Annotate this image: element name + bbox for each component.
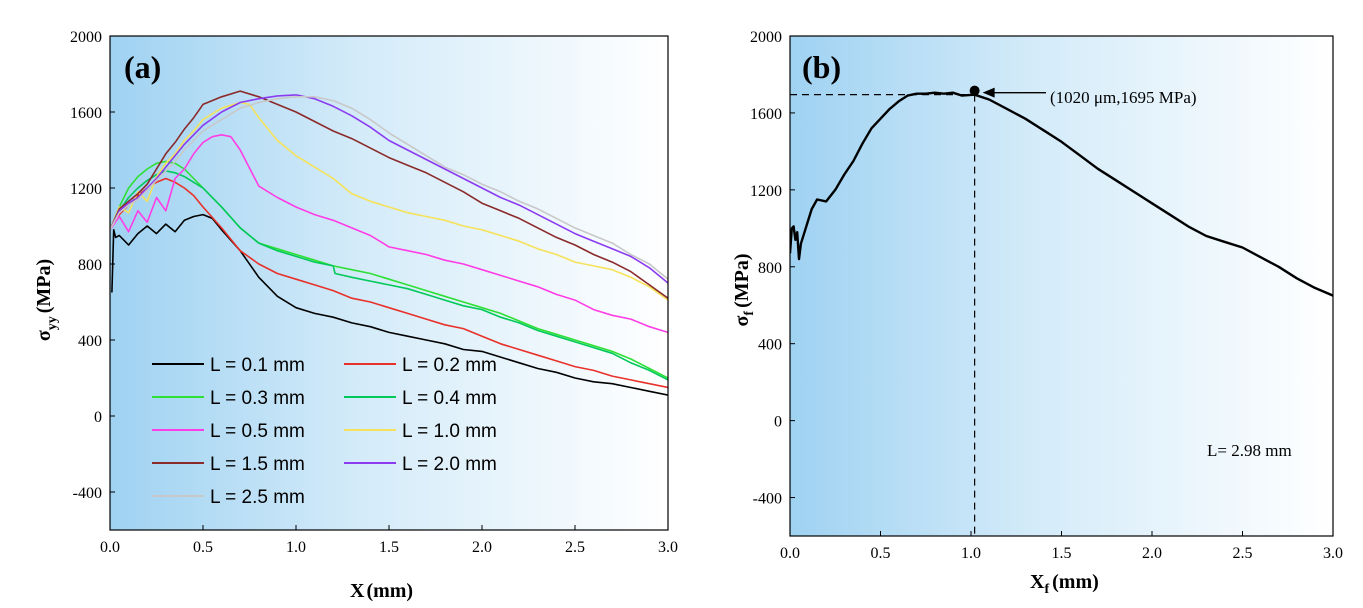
x-tick-label: 1.5 bbox=[379, 539, 399, 556]
marker-arrow-head bbox=[982, 87, 995, 98]
y-tick-label: 1200 bbox=[750, 183, 782, 200]
y-tick-label: -400 bbox=[73, 485, 102, 502]
series-line-l-2-5-mm bbox=[110, 96, 668, 280]
plot-area-b bbox=[790, 36, 1333, 536]
y-axis-label-b: σf(MPa) bbox=[731, 254, 757, 327]
y-tick-label: 2000 bbox=[750, 29, 782, 46]
axis-ticks-a: 0.0 0.5 1.0 1.5 2.0 2.5 3.0 2000 1600 1200 800 400 0… bbox=[70, 29, 678, 556]
panel-label-b: (b) bbox=[802, 49, 841, 85]
x-tick-label: 0.0 bbox=[100, 539, 120, 556]
series-line-l-0-3-mm bbox=[110, 160, 668, 379]
y-tick-label: 1600 bbox=[750, 106, 782, 123]
x-tick-label: 2.0 bbox=[1142, 545, 1162, 562]
legend-label: L = 0.2 mm bbox=[402, 355, 497, 376]
y-tick-label: -400 bbox=[753, 491, 782, 508]
axis-ticks-b: 0.0 0.5 1.0 1.5 2.0 2.5 3.0 2000 1600 1200 800 400 0… bbox=[750, 29, 1343, 562]
plot-frame-b bbox=[789, 35, 1334, 537]
series-group-b bbox=[790, 91, 1333, 297]
x-axis-label-a: X (mm) bbox=[350, 580, 413, 602]
y-tick-label: 0 bbox=[774, 414, 782, 431]
series-line-l-0-2-mm bbox=[110, 177, 668, 389]
legend-label: L = 1.5 mm bbox=[210, 454, 305, 475]
x-tick-label: 1.5 bbox=[1052, 545, 1072, 562]
x-tick-label: 0.0 bbox=[780, 545, 800, 562]
x-axis-label-b: Xf (mm) bbox=[1030, 571, 1099, 597]
guide-lines-b bbox=[790, 85, 1046, 536]
series-line-l-0-1-mm bbox=[111, 213, 668, 396]
series-line-l-2-0-mm bbox=[110, 94, 668, 284]
y-tick-label: 0 bbox=[94, 409, 102, 426]
y-tick-label: 1600 bbox=[70, 105, 102, 122]
x-tick-label: 2.0 bbox=[472, 539, 492, 556]
legend-a: L = 0.1 mm L = 0.2 mm L = 0.3 mm L = 0.4 mm… bbox=[152, 355, 497, 508]
x-tick-label: 3.0 bbox=[658, 539, 678, 556]
legend-label: L = 0.1 mm bbox=[210, 355, 305, 376]
length-annotation-b: L= 2.98 mm bbox=[1207, 441, 1292, 460]
chart-b: 0.0 0.5 1.0 1.5 2.0 2.5 3.0 2000 1600 1200 800 400 0… bbox=[731, 29, 1343, 597]
y-tick-label: 800 bbox=[78, 257, 102, 274]
legend-label: L = 2.5 mm bbox=[210, 487, 305, 508]
series-group-a bbox=[110, 90, 668, 396]
y-tick-label: 800 bbox=[758, 260, 782, 277]
marker-label-b: (1020 μm,1695 MPa) bbox=[1050, 88, 1197, 107]
legend-label: L = 0.5 mm bbox=[210, 421, 305, 442]
x-tick-label: 1.0 bbox=[286, 539, 306, 556]
chart-a: 0.0 0.5 1.0 1.5 2.0 2.5 3.0 2000 1600 1200 800 400 0… bbox=[33, 29, 678, 602]
x-tick-label: 0.5 bbox=[193, 539, 213, 556]
x-tick-label: 1.0 bbox=[961, 545, 981, 562]
legend-label: L = 2.0 mm bbox=[402, 454, 497, 475]
y-tick-label: 400 bbox=[78, 333, 102, 350]
x-tick-label: 2.5 bbox=[1233, 545, 1253, 562]
y-axis-label-a: σyy(MPa) bbox=[33, 259, 60, 341]
panel-label-a: (a) bbox=[124, 49, 161, 85]
series-line-l-1-5-mm bbox=[110, 90, 668, 299]
series-line--f bbox=[790, 91, 1333, 297]
x-tick-label: 0.5 bbox=[871, 545, 891, 562]
y-tick-label: 400 bbox=[758, 337, 782, 354]
legend-label: L = 1.0 mm bbox=[402, 421, 497, 442]
y-tick-label: 1200 bbox=[70, 181, 102, 198]
series-line-l-0-5-mm bbox=[110, 134, 668, 334]
series-line-l-1-0-mm bbox=[110, 101, 668, 301]
legend-label: L = 0.3 mm bbox=[210, 388, 305, 409]
plot-area-a bbox=[110, 36, 668, 530]
legend-label: L = 0.4 mm bbox=[402, 388, 497, 409]
plot-frame-a bbox=[109, 35, 669, 531]
x-tick-label: 3.0 bbox=[1323, 545, 1343, 562]
peak-marker bbox=[969, 85, 980, 96]
x-tick-label: 2.5 bbox=[565, 539, 585, 556]
y-tick-label: 2000 bbox=[70, 29, 102, 46]
